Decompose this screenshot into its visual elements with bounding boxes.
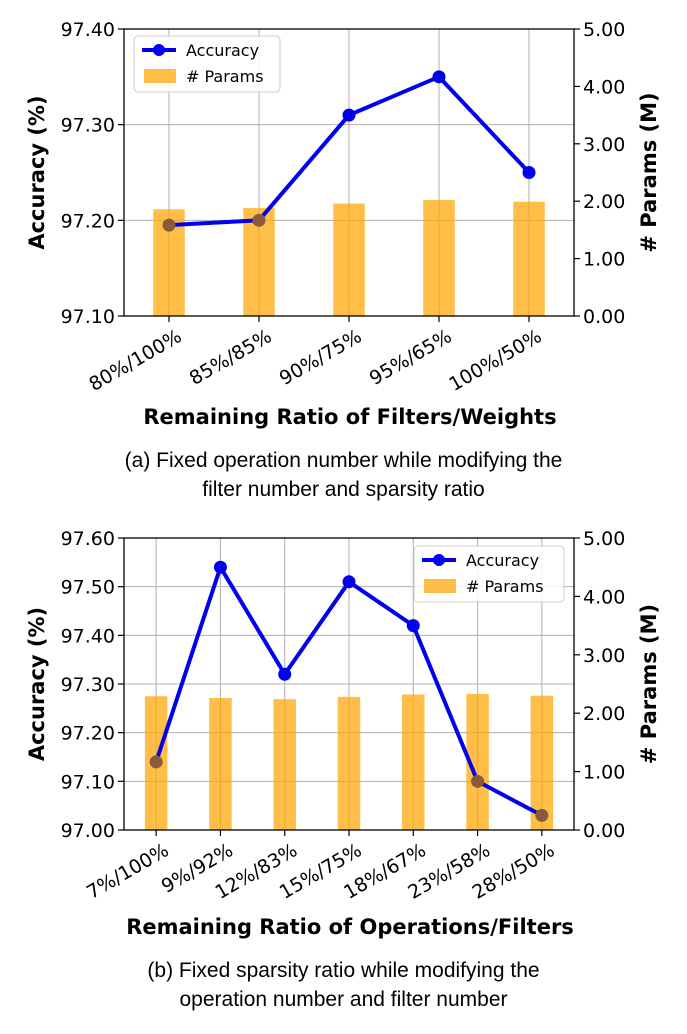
y-right-tick-label: 0.00 xyxy=(583,820,625,842)
params-bar xyxy=(402,694,425,830)
y-right-tick-label: 1.00 xyxy=(583,249,625,271)
params-bar xyxy=(273,699,296,830)
y-right-tick-label: 0.00 xyxy=(583,306,625,328)
caption-b-line2: operation number and filter number xyxy=(179,988,508,1011)
accuracy-point xyxy=(278,667,292,681)
x-tick-label: 80%/100% xyxy=(85,325,185,396)
y-left-tick-label: 97.20 xyxy=(61,210,115,232)
accuracy-point xyxy=(406,619,420,633)
legend-marker-swatch xyxy=(153,44,165,56)
params-bar xyxy=(513,201,545,316)
accuracy-point xyxy=(535,808,549,822)
caption-a-line2: filter number and sparsity ratio xyxy=(202,478,485,501)
y-left-tick-label: 97.40 xyxy=(61,625,115,647)
accuracy-point xyxy=(471,774,485,788)
legend-label-accuracy: Accuracy xyxy=(186,41,259,60)
accuracy-point xyxy=(149,755,163,769)
params-bar xyxy=(466,693,489,830)
chart-a: 97.10 97.20 97.30 97.40 0.00 1.00 2.00 3.00 4.00… xyxy=(25,19,661,429)
params-bar xyxy=(530,695,554,830)
y-left-axis-title: Accuracy (%) xyxy=(25,95,49,249)
x-tick-label: 100%/50% xyxy=(445,325,545,396)
legend-bar-swatch xyxy=(144,69,176,83)
y-left-tick-label: 97.40 xyxy=(61,19,115,41)
y-right-tick-label: 4.00 xyxy=(583,76,625,98)
caption-a: (a) Fixed operation number while modifyi… xyxy=(0,446,687,504)
y-left-tick-label: 97.60 xyxy=(61,528,115,550)
y-left-tick-label: 97.30 xyxy=(61,115,115,137)
legend-label-params: # Params xyxy=(186,67,264,86)
caption-b: (b) Fixed sparsity ratio while modifying… xyxy=(0,956,687,1014)
accuracy-point xyxy=(522,166,536,179)
y-left-axis-title: Accuracy (%) xyxy=(25,607,49,761)
y-right-tick-label: 2.00 xyxy=(583,191,625,213)
params-bar xyxy=(333,203,365,316)
legend: Accuracy # Params xyxy=(413,545,565,603)
legend-marker-swatch xyxy=(433,554,445,566)
y-left-tick-label: 97.10 xyxy=(61,306,115,328)
x-tick-label: 95%/65% xyxy=(366,325,456,389)
y-right-axis-title: # Params (M) xyxy=(637,604,661,764)
y-right-tick-label: 5.00 xyxy=(583,19,625,41)
x-axis-title: Remaining Ratio of Filters/Weights xyxy=(143,405,556,429)
x-tick-label: 85%/85% xyxy=(186,325,276,389)
x-axis-title: Remaining Ratio of Operations/Filters xyxy=(126,915,574,939)
accuracy-point xyxy=(432,70,446,84)
accuracy-point xyxy=(342,575,356,589)
accuracy-point xyxy=(342,108,356,122)
caption-a-line1: (a) Fixed operation number while modifyi… xyxy=(124,449,563,472)
params-bar xyxy=(423,200,455,316)
x-tick-label: 7%/100% xyxy=(83,839,173,903)
y-left-tick-label: 97.50 xyxy=(61,577,115,599)
y-left-tick-label: 97.30 xyxy=(61,674,115,696)
legend: Accuracy # Params xyxy=(133,35,281,93)
x-tick-label: 90%/75% xyxy=(276,325,366,389)
y-right-axis-title: # Params (M) xyxy=(637,92,661,252)
params-bar xyxy=(337,696,361,830)
legend-label-accuracy: Accuracy xyxy=(466,551,539,570)
caption-b-line1: (b) Fixed sparsity ratio while modifying… xyxy=(147,959,540,982)
y-right-tick-label: 2.00 xyxy=(583,703,625,725)
accuracy-point xyxy=(213,560,227,574)
chart-b: 97.00 97.10 97.20 97.30 97.40 97.50 97.60 0.00 1… xyxy=(25,528,661,939)
y-left-tick-label: 97.00 xyxy=(61,820,115,842)
legend-label-params: # Params xyxy=(466,577,544,596)
y-right-tick-label: 5.00 xyxy=(583,528,625,550)
params-bar xyxy=(209,698,232,830)
legend-bar-swatch xyxy=(424,579,456,593)
y-right-tick-label: 3.00 xyxy=(583,645,625,667)
y-right-tick-label: 3.00 xyxy=(583,134,625,156)
y-left-tick-label: 97.20 xyxy=(61,723,115,745)
y-left-tick-label: 97.10 xyxy=(61,771,115,793)
y-right-tick-label: 1.00 xyxy=(583,762,625,784)
y-right-tick-label: 4.00 xyxy=(583,586,625,608)
accuracy-point xyxy=(252,213,266,227)
accuracy-point xyxy=(162,218,176,232)
